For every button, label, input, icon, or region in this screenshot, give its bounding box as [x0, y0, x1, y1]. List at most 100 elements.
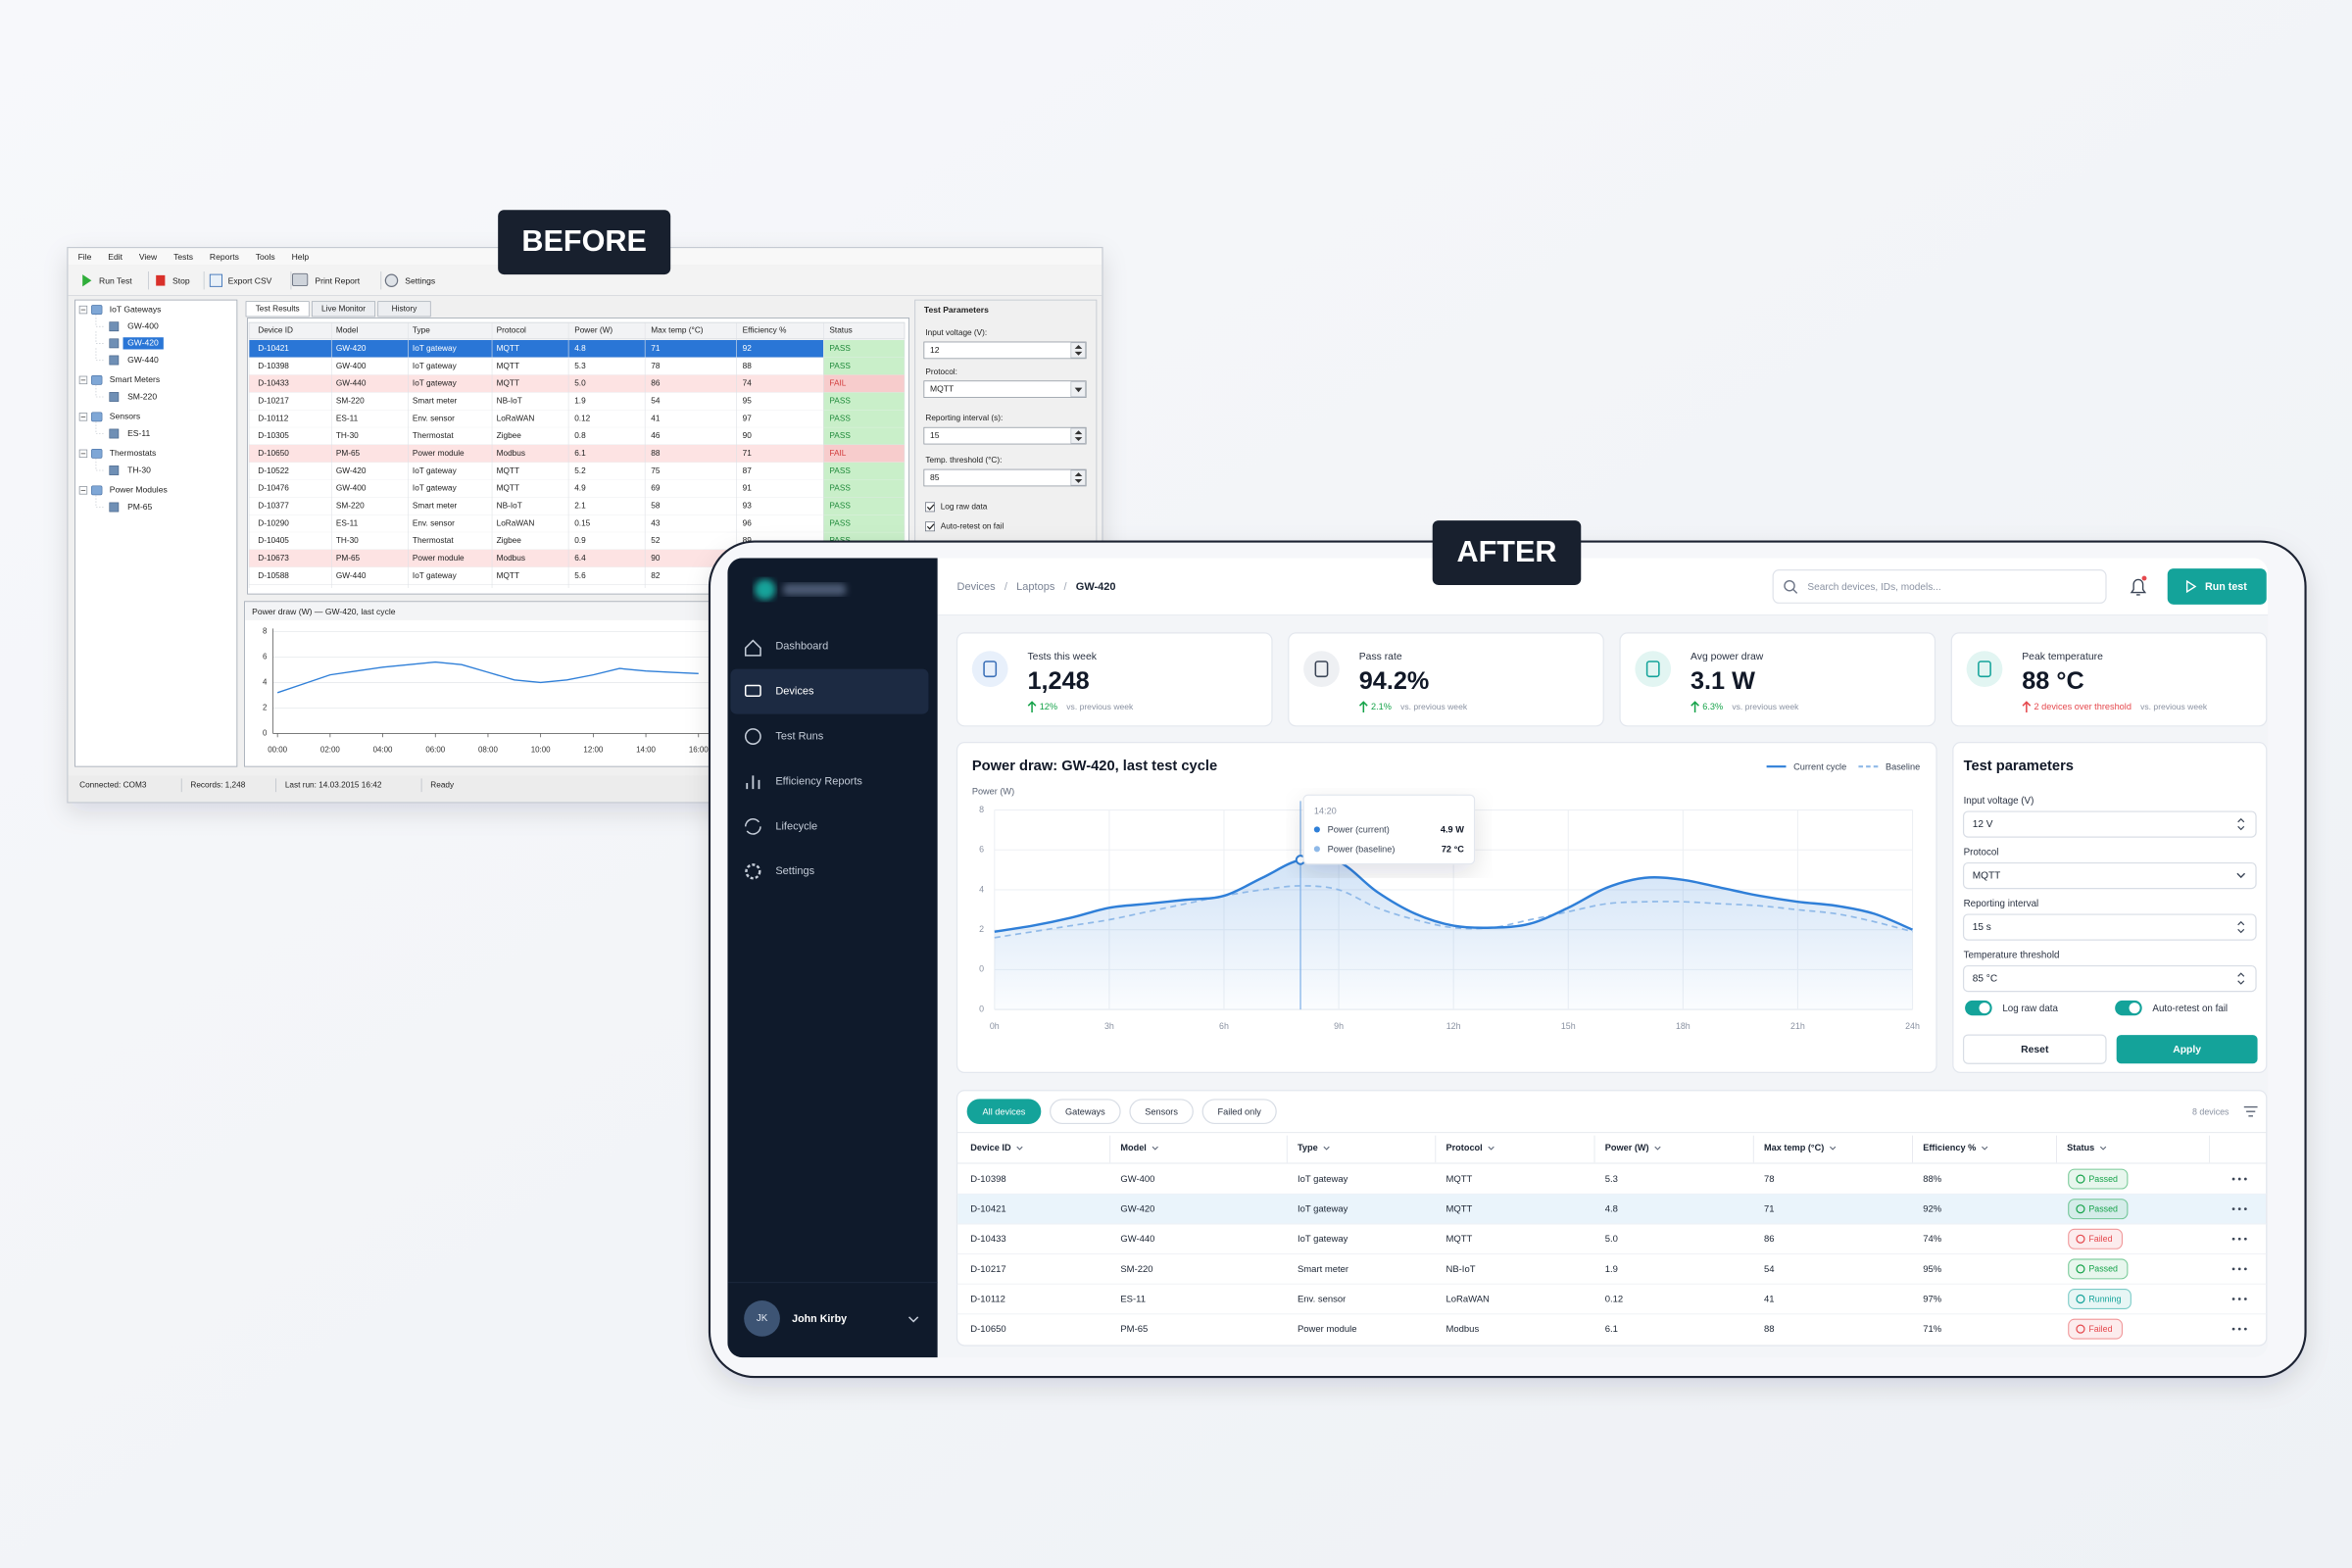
tree-group[interactable]: Power Modules [110, 485, 168, 495]
menu-item[interactable]: Tests [173, 252, 193, 262]
field-input[interactable] [923, 468, 1087, 487]
table-row[interactable] [249, 374, 905, 393]
column-header: Power (W) [574, 326, 612, 335]
breadcrumb-item[interactable]: Devices [957, 581, 997, 593]
table-cell: MQTT [1446, 1204, 1473, 1215]
table-row[interactable] [249, 427, 905, 445]
column-header[interactable]: Model [1120, 1143, 1147, 1152]
menu-item[interactable]: View [139, 252, 158, 262]
user-menu-chevron[interactable] [908, 1316, 919, 1323]
toolbar-button[interactable]: Export CSV [228, 275, 272, 285]
nav-item[interactable]: Test Runs [775, 730, 823, 742]
column-header[interactable]: Device ID [970, 1143, 1011, 1152]
field-select[interactable] [1962, 810, 2257, 838]
notification-bell[interactable] [2130, 578, 2147, 596]
table-cell: IoT gateway [413, 571, 458, 580]
field-select[interactable] [1962, 861, 2257, 890]
table-cell: 88 [651, 449, 661, 458]
table-row[interactable] [249, 514, 905, 533]
field-label: Reporting interval [1964, 899, 2039, 909]
toolbar-button[interactable]: Print Report [315, 275, 360, 285]
tree-item[interactable]: PM-65 [127, 502, 152, 512]
tree-group[interactable]: Sensors [110, 412, 140, 421]
kpi-arrow [1358, 701, 1368, 713]
parameters-title: Test parameters [1964, 759, 2074, 774]
tree-group[interactable]: IoT Gateways [110, 304, 162, 314]
tree-item[interactable]: GW-400 [127, 320, 159, 330]
tree-item[interactable]: SM-220 [127, 391, 157, 401]
breadcrumb-item[interactable]: Laptops [1016, 581, 1055, 593]
field-input[interactable] [923, 426, 1087, 445]
search-box[interactable] [1772, 569, 2107, 604]
tab[interactable] [377, 301, 431, 318]
nav-item[interactable]: Lifecycle [775, 820, 817, 832]
table-cell: D-10421 [970, 1204, 1005, 1215]
filter-chip[interactable] [966, 1099, 1042, 1125]
tree-item[interactable]: TH-30 [127, 465, 151, 474]
menu-item[interactable]: Edit [108, 252, 122, 262]
column-header[interactable]: Max temp (°C) [1764, 1143, 1824, 1152]
tab[interactable] [311, 301, 376, 318]
icon [156, 274, 166, 286]
table-row[interactable] [249, 392, 905, 411]
table-row[interactable] [249, 479, 905, 498]
checkbox[interactable] [925, 502, 935, 513]
filter-icon[interactable] [2243, 1105, 2258, 1117]
tree-group[interactable]: Smart Meters [110, 374, 160, 384]
field-select[interactable] [1962, 964, 2257, 993]
kpi-icon [1635, 651, 1672, 688]
tree-group[interactable]: Thermostats [110, 448, 157, 458]
run-test-button[interactable] [2167, 568, 2267, 605]
row-menu-dot [2243, 1207, 2247, 1211]
checkbox[interactable] [925, 521, 935, 532]
nav-item[interactable]: Efficiency Reports [775, 775, 862, 787]
avatar-initials: JK [757, 1313, 768, 1324]
toolbar-button[interactable]: Run Test [99, 275, 132, 285]
tab-label: History [392, 304, 418, 313]
table-row[interactable] [249, 497, 905, 515]
tree-item[interactable]: GW-420 [127, 338, 159, 348]
breadcrumb-separator: / [1064, 581, 1068, 593]
table-row[interactable] [249, 339, 905, 358]
filter-chip[interactable] [1050, 1099, 1121, 1125]
tab[interactable] [245, 301, 310, 318]
table-cell: IoT gateway [1298, 1234, 1348, 1245]
reset-button[interactable] [1962, 1034, 2107, 1064]
table-cell: ES-11 [336, 414, 359, 422]
toolbar-button[interactable]: Stop [172, 275, 190, 285]
y-tick-label: 2 [263, 704, 268, 712]
field-input[interactable] [923, 380, 1087, 398]
menu-item[interactable]: File [78, 252, 92, 262]
nav-item[interactable]: Settings [775, 865, 814, 877]
tree-device-icon [109, 392, 120, 402]
filter-chip[interactable] [1201, 1099, 1277, 1125]
table-row[interactable] [249, 410, 905, 428]
table-cell: Env. sensor [1298, 1294, 1346, 1304]
menu-item[interactable]: Reports [210, 252, 239, 262]
nav-item[interactable]: Dashboard [775, 641, 828, 653]
column-header[interactable]: Efficiency % [1923, 1143, 1976, 1152]
column-header[interactable]: Power (W) [1605, 1143, 1649, 1152]
column-header[interactable]: Type [1298, 1143, 1318, 1152]
column-header[interactable]: Protocol [1446, 1143, 1483, 1152]
menu-item[interactable]: Help [292, 252, 310, 262]
field-input[interactable] [923, 341, 1087, 360]
column-header[interactable]: Status [2067, 1143, 2094, 1152]
table-cell: Env. sensor [413, 414, 455, 422]
table-cell: 90 [743, 431, 753, 440]
nav-item[interactable]: Devices [775, 686, 814, 698]
table-row[interactable] [249, 357, 905, 375]
column-header: Max temp (°C) [651, 326, 704, 335]
table-row[interactable] [249, 462, 905, 480]
menu-item[interactable]: Tools [256, 252, 275, 262]
tree-item[interactable]: GW-440 [127, 355, 159, 365]
before-window: File Edit View Tests Reports Tools Help Run Tes… [67, 210, 1103, 804]
status-cell [823, 392, 905, 411]
table-row[interactable] [249, 444, 905, 463]
filter-chip[interactable] [1129, 1099, 1194, 1125]
apply-button[interactable] [2116, 1035, 2258, 1064]
checkbox-label: Auto-retest on fail [941, 521, 1004, 530]
tree-item[interactable]: ES-11 [127, 428, 150, 438]
field-select[interactable] [1962, 913, 2257, 941]
toolbar-button[interactable]: Settings [405, 275, 435, 285]
